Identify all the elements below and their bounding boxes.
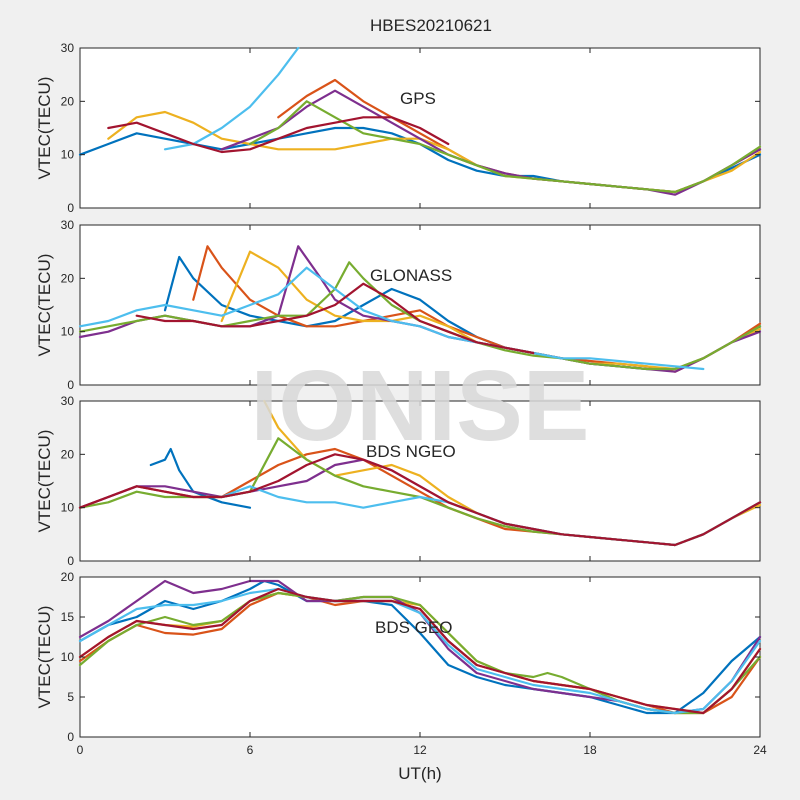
y-tick-label: 15 <box>61 610 75 624</box>
y-axis-label: VTEC(TECU) <box>35 77 54 180</box>
panel-bds-ngeo: 0 10 20 30 VTEC(TECU) BDS NGEO <box>35 394 762 568</box>
y-tick-label: 10 <box>61 325 75 339</box>
series-line-7 <box>78 453 762 547</box>
panel-label-gps: GPS <box>400 89 436 108</box>
series-line-6 <box>78 587 762 715</box>
series-line-7 <box>107 116 450 154</box>
series-line-1 <box>149 447 252 509</box>
y-axis-label: VTEC(TECU) <box>35 606 54 709</box>
x-tick-label: 12 <box>413 743 427 757</box>
series-line-7 <box>135 282 535 355</box>
series-lines <box>78 46 762 196</box>
series-line-6 <box>78 266 705 371</box>
y-tick-label: 10 <box>61 501 75 515</box>
x-axis-label: UT(h) <box>398 764 441 783</box>
y-tick-label: 20 <box>61 447 75 461</box>
panel-glonass: 0 10 20 30 VTEC(TECU) GLONASS <box>35 218 762 392</box>
y-tick-label: 30 <box>61 41 75 55</box>
y-tick-label: 0 <box>67 554 74 568</box>
x-tick-label: 24 <box>753 743 767 757</box>
y-axis-label: VTEC(TECU) <box>35 430 54 533</box>
y-tick-label: 10 <box>61 650 75 664</box>
panel-label-glonass: GLONASS <box>370 266 452 285</box>
y-tick-label: 10 <box>61 148 75 162</box>
y-tick-label: 20 <box>61 271 75 285</box>
y-tick-label: 0 <box>67 201 74 215</box>
series-lines <box>78 245 762 373</box>
y-tick-label: 0 <box>67 378 74 392</box>
y-tick-label: 20 <box>61 570 75 584</box>
series-lines <box>78 579 762 715</box>
x-tick-label: 6 <box>247 743 254 757</box>
y-tick-label: 5 <box>67 690 74 704</box>
y-axis-label: VTEC(TECU) <box>35 254 54 357</box>
y-tick-label: 20 <box>61 94 75 108</box>
y-tick-label: 0 <box>67 730 74 744</box>
y-tick-label: 30 <box>61 394 75 408</box>
series-line-5 <box>248 100 762 194</box>
axes-box <box>79 576 761 738</box>
panel-label-bds-geo: BDS GEO <box>375 618 452 637</box>
x-tick-label: 0 <box>77 743 84 757</box>
panel-label-bds-ngeo: BDS NGEO <box>366 442 456 461</box>
panel-bds-geo: 0 6 12 18 24 0 5 10 15 20 VTEC(TECU) BDS GEO <box>35 570 767 757</box>
axes-box <box>79 400 761 562</box>
x-tick-label: 18 <box>583 743 597 757</box>
series-lines <box>78 399 762 547</box>
series-line-7 <box>78 587 762 715</box>
chart-title: HBES20210621 <box>370 16 492 35</box>
panels-group: 0 10 20 30 VTEC(TECU) GPS 0 10 20 30 VTEC(TECU) GLO… <box>35 41 767 757</box>
series-line-1 <box>78 579 762 715</box>
series-line-6 <box>163 46 300 151</box>
y-tick-label: 30 <box>61 218 75 232</box>
panel-gps: 0 10 20 30 VTEC(TECU) GPS <box>35 41 762 215</box>
watermark-text: IONISE <box>251 350 590 462</box>
